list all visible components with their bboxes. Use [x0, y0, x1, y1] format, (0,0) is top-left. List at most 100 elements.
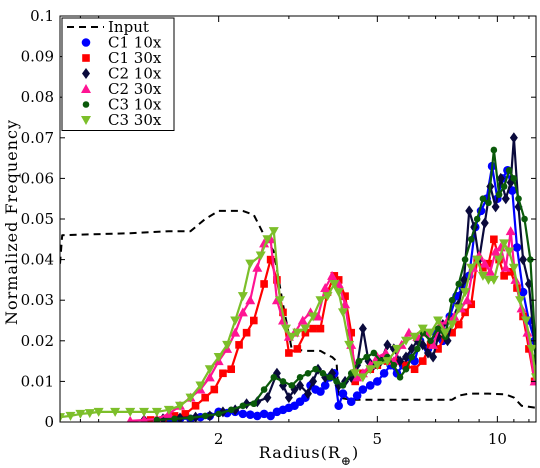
data-point [316, 387, 325, 396]
data-point [320, 283, 331, 293]
data-point [390, 361, 398, 369]
data-point [346, 397, 356, 407]
data-point [250, 400, 258, 408]
data-point [408, 353, 416, 361]
data-point [300, 324, 311, 334]
data-point [358, 385, 368, 394]
data-point [473, 215, 481, 223]
data-point [201, 393, 209, 402]
data-point [505, 226, 516, 236]
data-point [284, 392, 293, 404]
y-tick-label: 0 [44, 413, 54, 431]
data-point [327, 270, 338, 280]
data-point [237, 292, 248, 302]
data-point [292, 328, 303, 338]
data-point [401, 351, 410, 363]
legend-label: C1 30x [108, 49, 162, 67]
y-tick-label: 0.07 [21, 129, 54, 147]
data-point [479, 258, 490, 268]
legend-label: C2 10x [108, 65, 162, 83]
data-point [65, 411, 76, 421]
y-axis-title: Normalized Frequency [2, 119, 21, 325]
series-input [60, 209, 536, 409]
legend-entry: Input [67, 18, 149, 36]
data-point [312, 365, 319, 373]
data-point [480, 217, 489, 229]
data-point [323, 288, 332, 296]
legend-box [61, 17, 175, 131]
data-point [285, 349, 293, 357]
data-point [453, 304, 464, 314]
data-point [477, 271, 488, 281]
data-point [484, 259, 493, 268]
legend-entry: C1 30x [82, 49, 162, 67]
data-point [293, 345, 302, 353]
data-point [227, 365, 235, 374]
data-point [391, 344, 402, 354]
legend-marker [82, 101, 90, 108]
data-point [260, 280, 268, 288]
data-point [296, 379, 305, 391]
legend-label: C3 10x [108, 96, 162, 114]
data-point [490, 235, 498, 244]
data-point [308, 312, 319, 322]
x-tick-label: 10 [488, 430, 507, 448]
data-point [75, 409, 86, 419]
data-point [357, 373, 368, 383]
data-point [309, 375, 318, 387]
data-point [494, 255, 505, 265]
data-point [402, 365, 410, 373]
data-point [440, 328, 451, 338]
axes: 0 0.01 0.02 0.03 0.04 0.05 0.06 0.07 0.08 0.09 0.1… [21, 7, 537, 448]
data-point [322, 292, 333, 302]
data-point [491, 201, 500, 213]
data-point [466, 263, 477, 273]
data-point [270, 374, 278, 381]
data-point [351, 377, 359, 386]
data-point [461, 256, 469, 263]
y-tick-label: 0.04 [21, 251, 54, 269]
series-line [60, 209, 536, 409]
legend-entry: C1 10x [81, 34, 162, 52]
data-point [280, 324, 291, 334]
data-point [485, 199, 492, 207]
data-point [490, 146, 498, 154]
data-point [286, 332, 297, 342]
data-point [508, 263, 519, 273]
data-point [339, 382, 347, 389]
data-point [187, 414, 194, 422]
data-point [255, 251, 266, 261]
data-point [213, 353, 224, 363]
data-point [279, 378, 287, 385]
data-point [268, 227, 279, 237]
data-point [242, 328, 251, 337]
data-point [181, 410, 190, 418]
data-point [462, 295, 473, 305]
data-point [274, 296, 285, 306]
data-point [479, 263, 487, 272]
data-point [239, 402, 247, 410]
data-point [382, 357, 393, 367]
data-point [266, 255, 275, 264]
data-point [500, 183, 508, 190]
data-point [320, 381, 330, 390]
data-point [417, 324, 428, 334]
x-axis-title: Radius(R⊕) [259, 443, 359, 468]
y-tick-label: 0.03 [21, 291, 54, 309]
data-point [500, 262, 511, 272]
data-point [222, 340, 233, 350]
data-point [139, 407, 150, 417]
y-tick-label: 0.02 [21, 332, 54, 350]
data-point [329, 279, 340, 289]
data-point [313, 311, 324, 321]
data-point [358, 323, 367, 335]
data-point [425, 328, 436, 338]
data-point [506, 267, 515, 276]
data-point [427, 337, 434, 345]
data-point [153, 416, 161, 422]
y-tick-label: 0.05 [21, 210, 54, 228]
data-point [519, 254, 528, 266]
y-tick-label: 0.09 [21, 48, 54, 66]
data-point [521, 316, 532, 326]
